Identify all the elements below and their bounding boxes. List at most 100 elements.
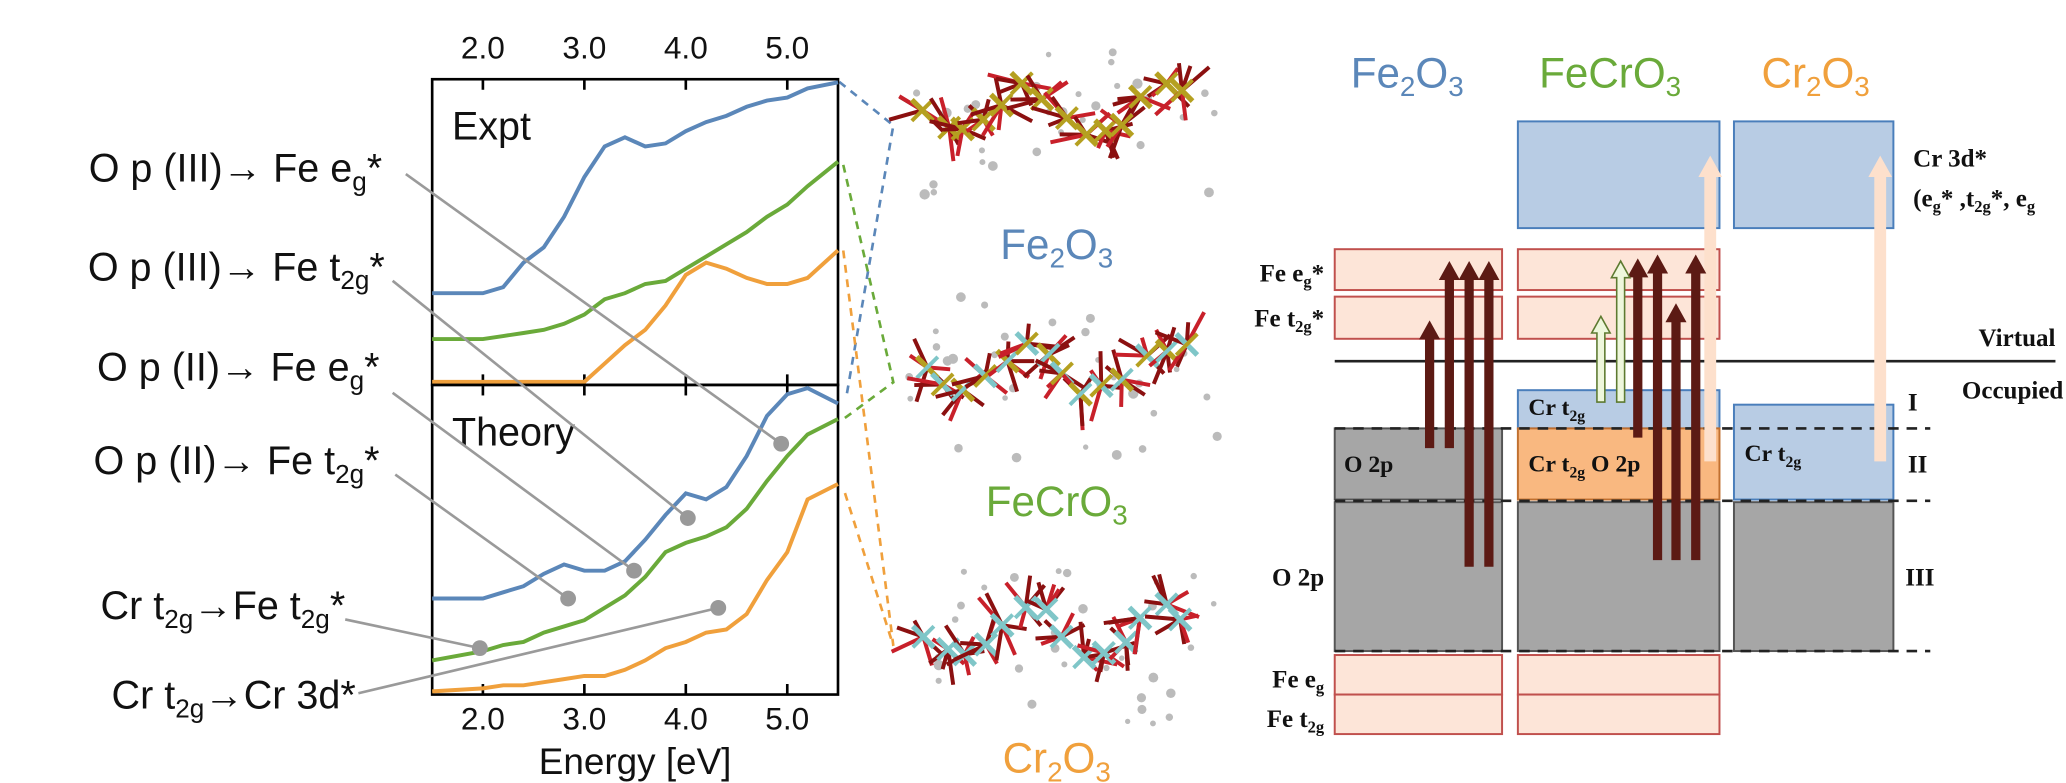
atom xyxy=(1137,705,1146,714)
atom xyxy=(1114,83,1120,89)
text-part: Fe e xyxy=(1260,260,1304,287)
atom xyxy=(1075,91,1081,97)
text-part: O xyxy=(1063,735,1096,782)
connectors xyxy=(839,82,893,646)
text-part: Cr t xyxy=(112,674,176,718)
energy-level xyxy=(1518,695,1720,735)
column-header: FeCrO3 xyxy=(1539,50,1681,103)
x-tick-label: 2.0 xyxy=(461,30,505,66)
atom xyxy=(1150,720,1156,726)
atom xyxy=(979,159,985,165)
x-tick-label: 4.0 xyxy=(664,30,708,66)
text-part: 2g xyxy=(340,265,369,295)
atom xyxy=(933,343,941,351)
x-tick-label: 2.0 xyxy=(461,700,505,736)
text-part: 2 xyxy=(1049,243,1064,274)
atom xyxy=(919,189,929,199)
atom xyxy=(1211,110,1217,116)
atom xyxy=(1201,89,1209,97)
transition-point xyxy=(472,640,488,656)
atom xyxy=(979,147,985,153)
atom xyxy=(936,678,942,684)
text-part: Cr xyxy=(1762,50,1806,97)
annotation-label: Cr t2g→Fe t2g* xyxy=(101,584,346,633)
atom xyxy=(956,292,966,302)
text-part: 2g xyxy=(175,693,204,723)
atom xyxy=(1032,148,1041,157)
level-label: Fe t2g* xyxy=(1254,305,1324,336)
spectrum-line xyxy=(432,419,838,660)
atom xyxy=(1049,319,1057,327)
text-part: →Fe t xyxy=(193,584,301,628)
atom xyxy=(1091,101,1100,110)
atom xyxy=(1001,333,1009,341)
panel-label: Theory xyxy=(452,410,575,454)
annotation-leader xyxy=(345,619,480,648)
atom xyxy=(1112,450,1122,460)
atom xyxy=(981,301,988,308)
structure-label: Fe2O3 xyxy=(1000,221,1113,274)
level-label: O 2p xyxy=(1272,565,1324,592)
level-label: Fe eg xyxy=(1272,666,1325,697)
text-part: 2g xyxy=(1308,717,1325,736)
text-part: O 2p xyxy=(1585,452,1640,478)
transition-point xyxy=(710,600,726,616)
level-label: Fe eg* xyxy=(1260,260,1325,291)
atom xyxy=(1139,445,1147,453)
text-part: * xyxy=(364,439,379,483)
connector-cr2o3 xyxy=(843,251,893,646)
text-part: 2g xyxy=(1974,197,1991,216)
structure-label: Cr2O3 xyxy=(1003,735,1111,783)
atom xyxy=(988,161,998,171)
x-tick-label: 3.0 xyxy=(562,30,606,66)
x-tick-label: 4.0 xyxy=(664,700,708,736)
transition-point xyxy=(773,436,789,452)
energy-level xyxy=(1335,297,1502,339)
text-part: FeCrO xyxy=(1539,50,1665,97)
text-part: * xyxy=(369,246,384,290)
atom xyxy=(1056,568,1062,574)
atom xyxy=(1086,314,1095,323)
text-part: Fe xyxy=(1000,221,1049,268)
text-part: g xyxy=(1316,678,1325,697)
atom xyxy=(1137,693,1146,702)
text-part: g xyxy=(2027,197,2036,216)
energy-level xyxy=(1518,121,1720,228)
side-label: Occupied xyxy=(1962,378,2064,405)
text-part: Fe xyxy=(1351,50,1400,97)
text-part: 3 xyxy=(1854,72,1869,103)
text-part: O xyxy=(1415,50,1448,97)
x-axis-label: Energy [eV] xyxy=(539,741,732,782)
energy-level xyxy=(1335,695,1502,735)
text-part: Cr xyxy=(1003,735,1047,782)
page: {"chart_data": [ {"type": "line", "panel… xyxy=(0,0,2066,783)
annotation-label: O p (III)→ Fe t2g* xyxy=(88,246,385,295)
crystal-structure xyxy=(889,48,1217,199)
atom xyxy=(1203,393,1210,400)
transition-point xyxy=(680,510,696,526)
energy-level xyxy=(1335,502,1502,651)
text-part: 3 xyxy=(1666,72,1681,103)
text-part: O p (III)→ Fe t xyxy=(88,246,341,290)
text-part: 2g xyxy=(335,459,364,489)
side-label: Virtual xyxy=(1979,325,2056,352)
bond xyxy=(1121,380,1122,407)
text-part: Cr t xyxy=(101,584,165,628)
column-header: Cr2O3 xyxy=(1762,50,1870,103)
text-part: Cr t xyxy=(1528,452,1569,478)
box-label: O 2p xyxy=(1344,452,1393,478)
side-label: Cr 3d* xyxy=(1913,146,1987,173)
energy-level xyxy=(1335,249,1502,290)
atom xyxy=(1204,187,1214,197)
column-header: Fe2O3 xyxy=(1351,50,1464,103)
crystal-structure xyxy=(905,292,1221,462)
atom xyxy=(933,328,939,334)
text-part: O p (II)→ Fe e xyxy=(97,346,350,390)
atom xyxy=(1166,714,1173,721)
energy-level xyxy=(1734,502,1893,651)
atom xyxy=(929,180,937,188)
atom xyxy=(907,396,913,402)
side-label: I xyxy=(1908,389,1918,416)
atom xyxy=(1010,573,1019,582)
text-part: 2 xyxy=(1806,72,1821,103)
